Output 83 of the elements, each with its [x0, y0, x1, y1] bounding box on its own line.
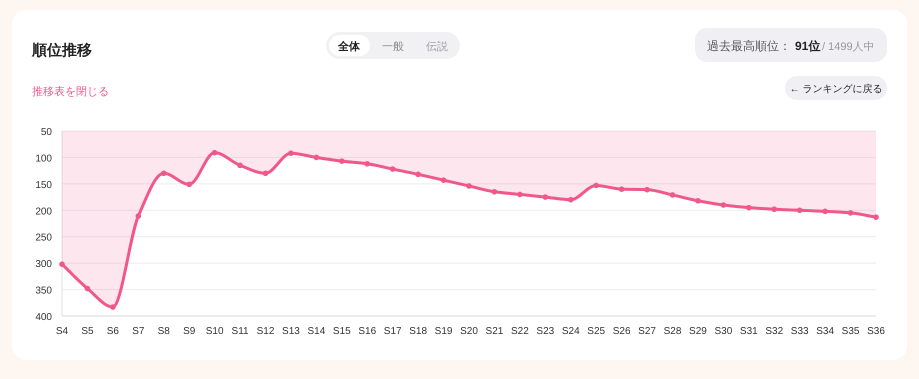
x-tick-label: S18 [409, 326, 428, 337]
point [59, 261, 65, 267]
x-tick-label: S17 [384, 326, 402, 337]
x-tick-label: S12 [256, 326, 275, 337]
x-tick-label: S13 [282, 326, 300, 337]
x-tick-label: S27 [638, 326, 656, 337]
point [110, 304, 116, 310]
point [136, 213, 142, 219]
point [618, 186, 624, 192]
y-tick-label: 100 [35, 153, 52, 164]
x-tick-label: S24 [562, 326, 580, 337]
x-tick-label: S8 [158, 326, 170, 337]
x-tick-label: S33 [790, 326, 810, 337]
x-tick-label: S26 [612, 326, 631, 337]
x-tick-label: S11 [232, 326, 250, 337]
point [390, 166, 396, 172]
x-tick-label: S22 [510, 326, 530, 337]
x-tick-label: S21 [486, 326, 504, 337]
y-tick-label: 200 [35, 206, 52, 218]
point [670, 192, 676, 198]
y-tick-label: 350 [35, 286, 52, 297]
point [771, 206, 778, 212]
text: 91位 [795, 39, 820, 53]
point [542, 194, 548, 200]
x-tick-label: S14 [307, 326, 326, 337]
x-tick-label: S31 [740, 326, 758, 337]
y-tick-label: 150 [35, 180, 52, 191]
text: ← ランキングに戻る [790, 83, 882, 95]
x-tick-label: S15 [332, 326, 352, 337]
point [466, 183, 472, 189]
point [848, 210, 854, 216]
x-tick-label: S10 [206, 326, 224, 337]
point [720, 202, 726, 208]
x-tick-label: S30 [714, 326, 733, 337]
point [160, 170, 167, 176]
x-tick-label: S25 [587, 326, 606, 337]
point [593, 182, 599, 188]
point [492, 188, 498, 195]
point [288, 150, 294, 156]
x-tick-label: S19 [434, 326, 453, 337]
point [822, 208, 828, 214]
x-tick-label: S16 [358, 326, 377, 337]
text: 伝説 [426, 40, 448, 53]
point [517, 192, 523, 198]
text: 一般 [382, 41, 404, 53]
point [262, 170, 268, 176]
point [440, 177, 446, 183]
y-tick-label: 250 [35, 232, 52, 244]
text: / 1499人中 [822, 40, 875, 53]
point [644, 186, 650, 192]
x-tick-label: S6 [106, 326, 120, 337]
point [695, 198, 701, 204]
point [415, 172, 421, 178]
point [568, 196, 574, 203]
x-tick-label: S34 [816, 326, 834, 337]
x-tick-label: S7 [132, 326, 145, 337]
point [796, 207, 802, 214]
point [237, 162, 243, 168]
x-tick-label: S29 [689, 326, 708, 337]
point [873, 214, 879, 220]
point [339, 158, 345, 164]
x-tick-label: S23 [536, 326, 555, 337]
point [746, 204, 752, 210]
point [212, 150, 218, 156]
x-tick-label: S28 [664, 326, 682, 337]
x-tick-label: S36 [867, 326, 886, 337]
point [314, 154, 320, 160]
x-tick-label: S5 [81, 326, 94, 337]
x-tick-label: S9 [183, 326, 196, 337]
y-tick-label: 300 [35, 259, 52, 270]
point [186, 182, 192, 188]
point [84, 286, 90, 292]
x-tick-label: S4 [56, 326, 69, 337]
text: 推移表を閉じる [32, 85, 109, 98]
point [364, 160, 370, 167]
text: 過去最高順位： [707, 39, 791, 53]
x-tick-label: S35 [842, 326, 860, 337]
x-tick-label: S32 [765, 326, 784, 337]
text: 全体 [337, 40, 361, 53]
x-tick-label: S20 [460, 326, 478, 337]
chart-title: 順位推移 [31, 42, 92, 59]
y-tick-label: 400 [35, 312, 52, 323]
y-tick-label: 50 [40, 127, 52, 138]
